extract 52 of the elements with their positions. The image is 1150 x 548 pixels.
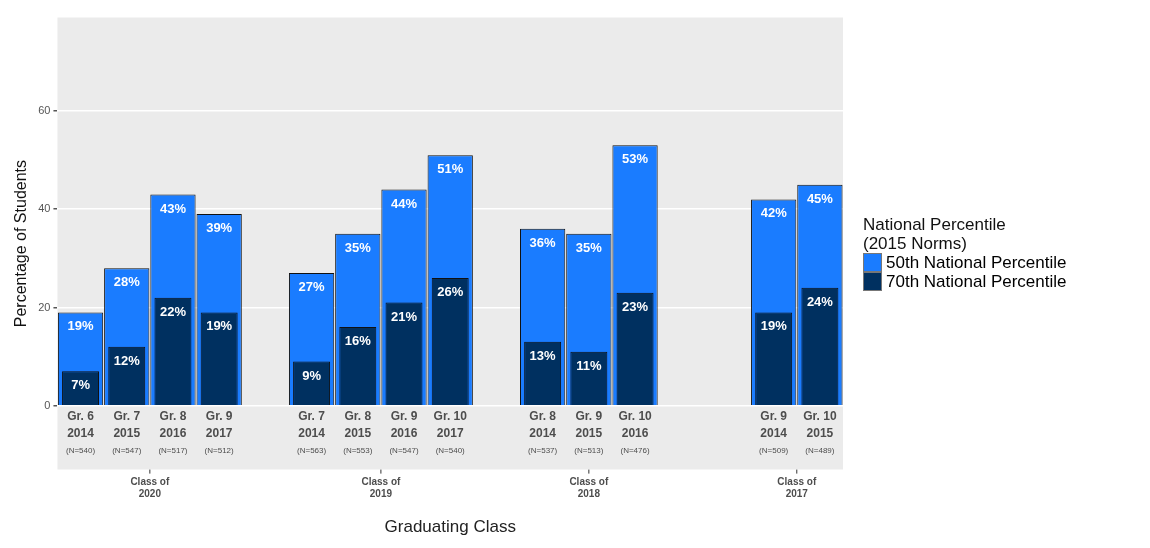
x-tick-label: Gr. 9 2017 (N=512) — [204, 409, 235, 455]
data-label: 43% — [159, 200, 187, 216]
data-label: 12% — [113, 352, 141, 368]
data-label: 35% — [575, 239, 603, 255]
x-tick-label: Gr. 8 2016 (N=517) — [158, 409, 188, 455]
data-label: 24% — [806, 293, 834, 309]
data-label: 7% — [71, 377, 91, 393]
text: Class of 2017 — [777, 476, 817, 500]
data-label: 35% — [344, 239, 372, 255]
y-axis-title: Percentage of Students — [12, 159, 30, 328]
x-axis-title: Graduating Class — [384, 517, 516, 537]
data-label: 36% — [529, 234, 557, 250]
x-tick-label: Gr. 9 2014 (N=509) — [759, 409, 789, 455]
data-label: 51% — [437, 161, 464, 177]
x-tick-label: Gr. 10 2015 (N=489) — [803, 409, 837, 455]
legend-label: 70th National Percentile — [886, 272, 1067, 291]
x-tick-label: Gr. 8 2014 (N=537) — [528, 409, 558, 455]
x-tick-label: Gr. 10 2017 (N=540) — [433, 409, 468, 455]
data-label: 9% — [302, 367, 322, 383]
y-tick-label: 0 — [44, 398, 51, 411]
y-tick-label: 40 — [38, 202, 51, 215]
x-tick-label: Gr. 10 2016 (N=476) — [618, 409, 653, 455]
data-label: 19% — [760, 318, 788, 334]
y-tick-label: 60 — [38, 103, 51, 116]
data-label: 21% — [390, 308, 418, 324]
text: Class of 2018 — [569, 476, 609, 500]
x-tick-label: Gr. 9 2016 (N=547) — [389, 409, 419, 455]
data-label: 44% — [390, 195, 418, 211]
data-label: 42% — [760, 205, 788, 221]
data-label: 22% — [159, 303, 187, 319]
x-tick-label: Gr. 6 2014 (N=540) — [65, 409, 96, 455]
x-tick-label: Gr. 9 2015 (N=513) — [574, 409, 604, 455]
data-label: 39% — [206, 220, 233, 236]
data-label: 26% — [437, 284, 464, 300]
legend-title: National Percentile (2015 Norms) — [863, 215, 1007, 253]
x-tick-label: Gr. 8 2015 (N=553) — [343, 409, 373, 455]
text: Class of 2019 — [361, 476, 402, 500]
legend-label: 50th National Percentile — [886, 253, 1067, 272]
x-tick-label: Gr. 7 2014 (N=563) — [297, 409, 327, 455]
text: Class of 2020 — [130, 476, 170, 500]
data-label: 28% — [113, 274, 141, 290]
data-label: 27% — [298, 279, 326, 295]
data-label: 53% — [622, 151, 649, 167]
data-label: 16% — [344, 333, 372, 349]
x-tick-label: Gr. 7 2015 (N=547) — [112, 409, 142, 455]
data-label: 23% — [622, 298, 649, 314]
y-tick-label: 20 — [38, 300, 51, 313]
data-label: 19% — [67, 318, 94, 334]
data-label: 45% — [806, 190, 834, 206]
data-label: 19% — [206, 318, 233, 334]
data-label: 13% — [529, 347, 557, 363]
data-label: 11% — [576, 357, 602, 373]
